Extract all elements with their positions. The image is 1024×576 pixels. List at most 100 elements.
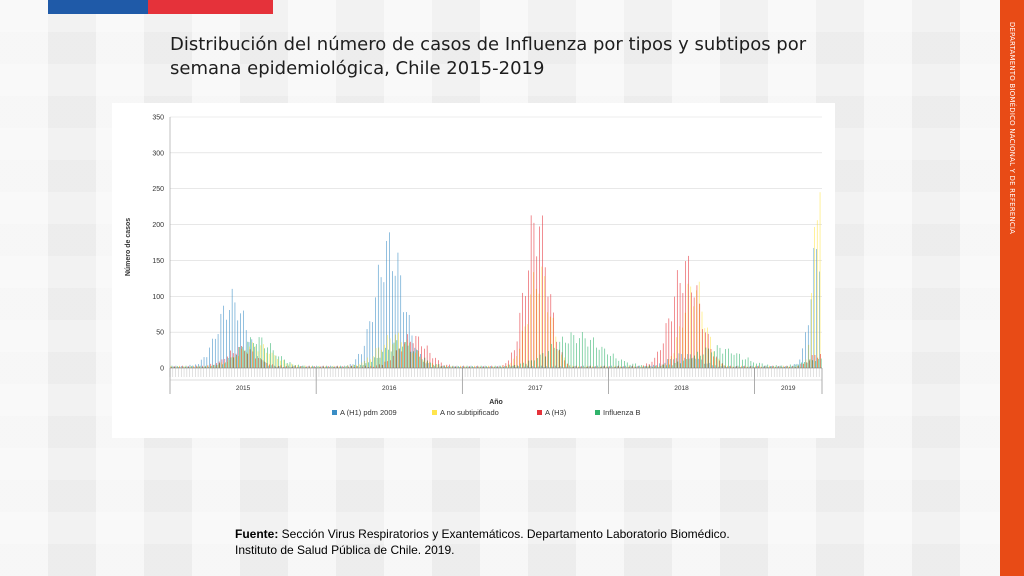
bar-1 <box>518 366 520 368</box>
top-accent-blue <box>48 0 148 14</box>
bar-2 <box>656 365 658 368</box>
bar-2 <box>277 358 278 368</box>
bar-2 <box>794 366 796 368</box>
bar-1 <box>392 271 393 368</box>
bar-4 <box>208 366 209 368</box>
bar-1 <box>206 357 208 368</box>
bar-4 <box>329 366 330 368</box>
bar-4 <box>222 364 223 368</box>
bar-1 <box>195 364 196 368</box>
bar-4 <box>736 353 738 368</box>
bar-4 <box>497 366 499 368</box>
bar-2 <box>575 366 576 368</box>
bar-2 <box>679 326 680 368</box>
bar-1 <box>748 366 750 368</box>
bar-4 <box>607 354 608 368</box>
bar-2 <box>642 365 644 368</box>
bar-4 <box>649 365 651 368</box>
bar-1 <box>650 365 652 368</box>
bar-4 <box>340 365 341 368</box>
bar-4 <box>492 366 493 368</box>
bar-1 <box>782 366 784 368</box>
bar-4 <box>618 360 620 368</box>
bar-2 <box>617 366 619 368</box>
bar-3 <box>342 366 344 368</box>
bar-2 <box>471 366 472 368</box>
bar-1 <box>687 354 688 368</box>
bar-2 <box>246 352 248 368</box>
bar-2 <box>780 366 782 368</box>
bar-1 <box>793 364 795 368</box>
bar-4 <box>570 332 572 368</box>
bar-2 <box>215 366 217 368</box>
bar-1 <box>510 366 511 368</box>
bar-2 <box>336 366 337 368</box>
bar-2 <box>330 366 332 368</box>
bar-4 <box>584 338 586 368</box>
bar-1 <box>476 366 477 368</box>
bar-2 <box>280 360 281 368</box>
bar-1 <box>681 354 683 368</box>
bar-1 <box>209 347 210 368</box>
bar-3 <box>550 294 552 368</box>
bar-3 <box>724 365 726 368</box>
bar-1 <box>470 365 472 368</box>
bar-1 <box>355 359 357 368</box>
bar-3 <box>643 365 644 368</box>
bar-1 <box>636 366 638 368</box>
bar-4 <box>430 362 431 368</box>
bar-4 <box>683 360 684 368</box>
bar-3 <box>682 293 684 368</box>
bar-2 <box>769 365 770 368</box>
bar-2 <box>434 365 436 368</box>
y-tick-label: 350 <box>152 115 164 122</box>
bar-2 <box>499 366 500 368</box>
bar-4 <box>708 348 710 368</box>
bar-2 <box>746 366 748 368</box>
bar-2 <box>322 366 323 368</box>
bar-2 <box>563 357 565 368</box>
bar-4 <box>343 366 344 368</box>
bar-3 <box>291 366 293 368</box>
bar-4 <box>357 366 358 368</box>
bar-2 <box>729 366 731 368</box>
legend-swatch <box>537 410 542 415</box>
bar-2 <box>361 362 363 368</box>
bar-4 <box>646 365 648 368</box>
bar-3 <box>218 361 220 368</box>
bar-2 <box>190 366 191 368</box>
bar-4 <box>657 366 659 368</box>
bar-2 <box>252 342 253 368</box>
bar-3 <box>502 364 504 368</box>
bar-1 <box>602 366 604 368</box>
bar-3 <box>432 358 434 368</box>
bar-4 <box>551 343 552 368</box>
bar-3 <box>187 366 189 368</box>
bar-1 <box>729 366 730 368</box>
bar-1 <box>403 312 404 368</box>
bar-4 <box>362 364 364 368</box>
bar-3 <box>556 341 557 368</box>
bar-4 <box>449 366 451 368</box>
bar-1 <box>341 366 343 368</box>
bar-3 <box>171 366 172 368</box>
bar-1 <box>192 365 194 368</box>
bar-2 <box>701 311 703 368</box>
bar-1 <box>543 366 545 368</box>
bar-4 <box>396 340 398 368</box>
bar-3 <box>255 358 257 368</box>
bar-4 <box>354 364 355 368</box>
bar-4 <box>284 359 285 368</box>
bar-4 <box>444 365 445 368</box>
bar-4 <box>202 366 204 368</box>
bar-3 <box>435 357 436 368</box>
bar-4 <box>798 364 799 368</box>
bar-4 <box>753 362 755 368</box>
bar-4 <box>694 355 695 368</box>
side-label: DEPARTAMENTO BIOMÉDICO NACIONAL Y DE REF… <box>1008 21 1016 235</box>
bar-1 <box>229 309 230 368</box>
bar-2 <box>710 336 711 368</box>
bar-3 <box>772 365 774 368</box>
bar-4 <box>300 366 302 368</box>
